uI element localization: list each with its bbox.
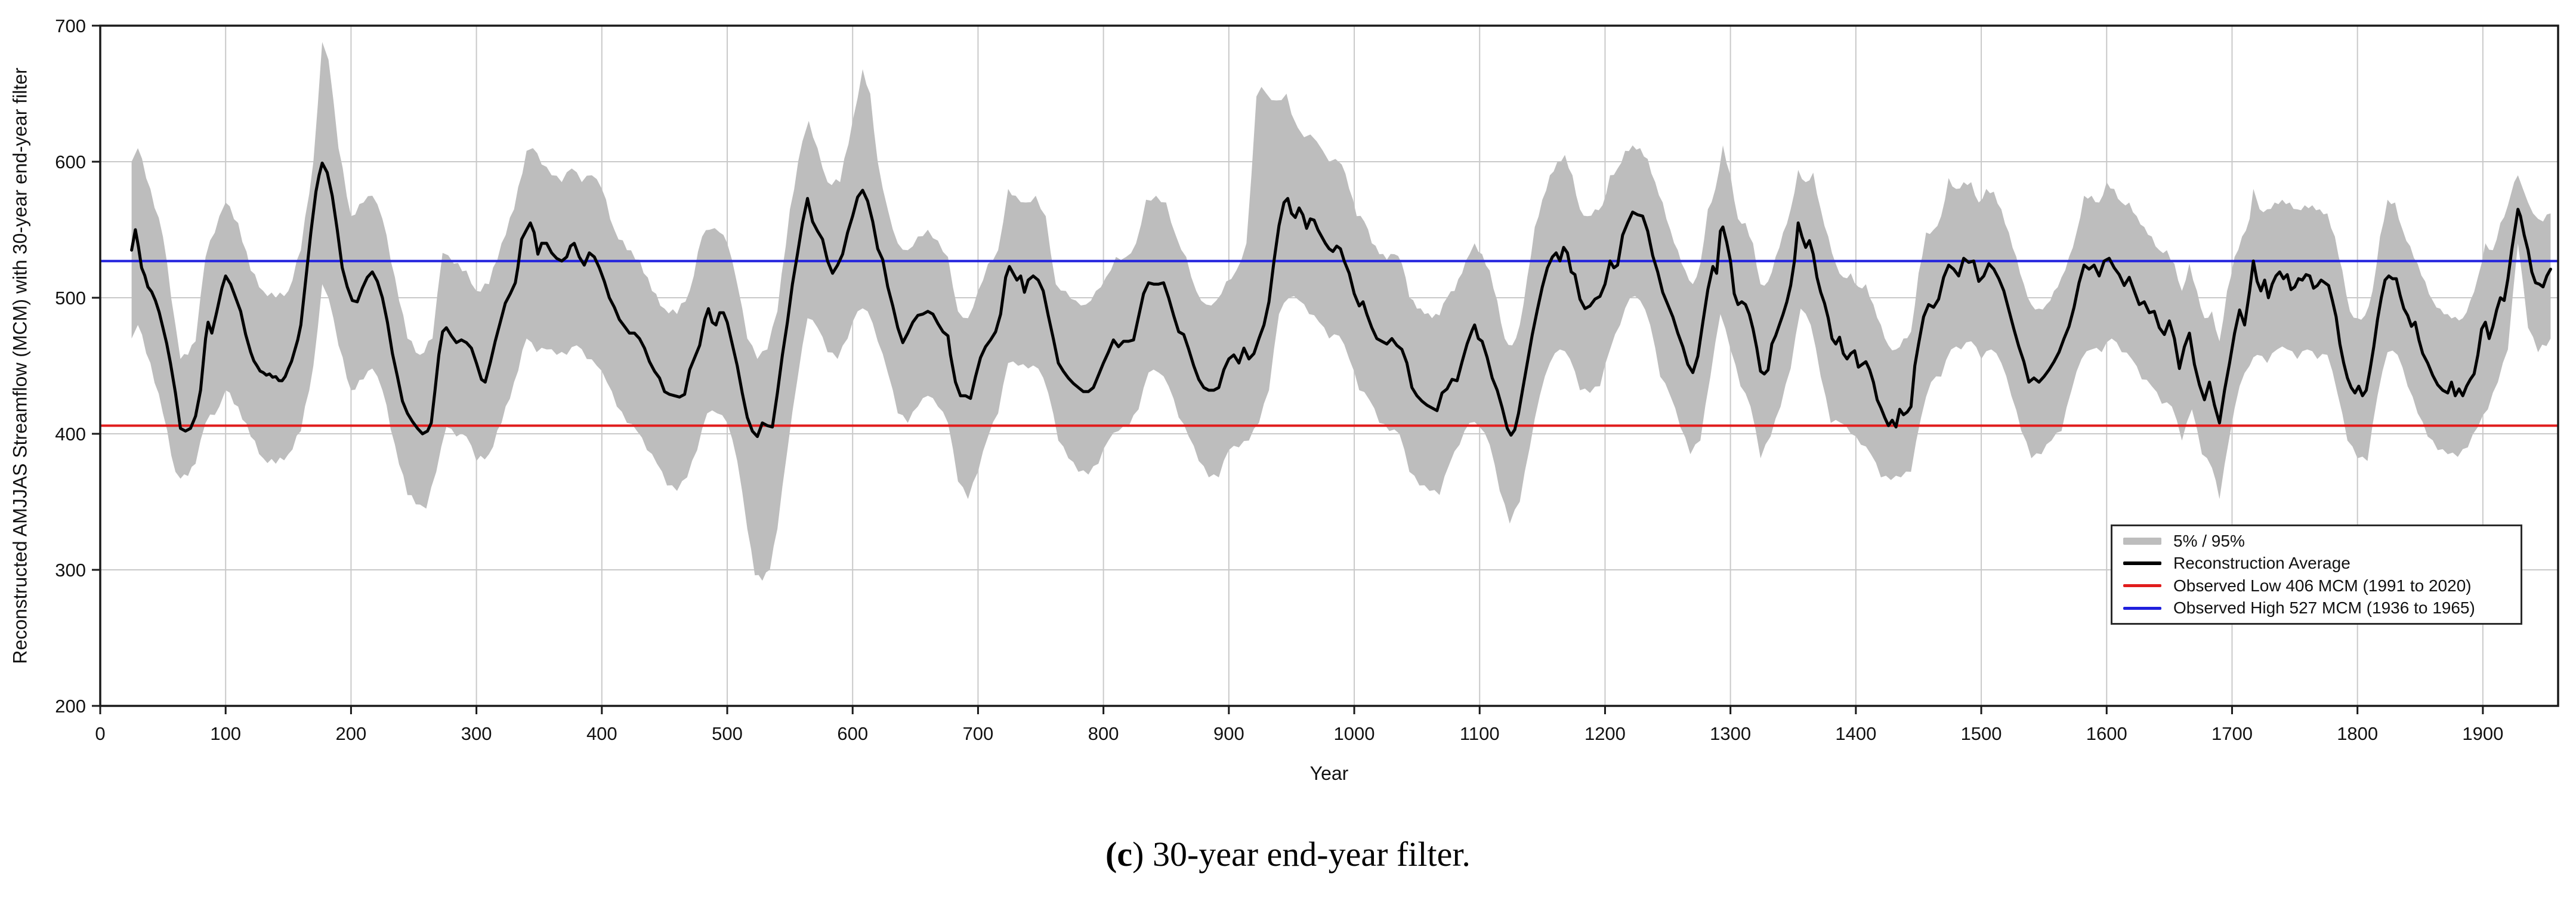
- x-tick-label: 900: [1213, 723, 1244, 744]
- x-tick-label: 1200: [1584, 723, 1626, 744]
- legend-line-swatch: [2123, 584, 2161, 588]
- y-tick-label: 300: [55, 560, 86, 581]
- legend-label: Reconstruction Average: [2173, 554, 2350, 573]
- caption-paren-open: (: [1105, 835, 1117, 874]
- x-tick-label: 300: [461, 723, 492, 744]
- x-tick-label: 1400: [1835, 723, 1876, 744]
- legend-item: Reconstruction Average: [2123, 553, 2515, 573]
- x-tick-label: 1900: [2462, 723, 2503, 744]
- y-axis-label: Reconstructed AMJJAS Streamflow (MCM) wi…: [9, 67, 31, 664]
- figure-caption: (c) 30-year end-year filter.: [0, 834, 2576, 874]
- caption-text: ) 30-year end-year filter.: [1132, 835, 1471, 874]
- y-tick-label: 200: [55, 696, 86, 717]
- x-tick-label: 1800: [2337, 723, 2378, 744]
- legend-item: 5% / 95%: [2123, 531, 2515, 551]
- legend-swatch: [2123, 606, 2161, 610]
- x-tick-label: 500: [712, 723, 743, 744]
- legend-swatch: [2123, 561, 2161, 566]
- legend-swatch: [2123, 537, 2161, 545]
- x-tick-label: 400: [586, 723, 617, 744]
- confidence-band-area: [131, 42, 2551, 581]
- legend-label: Observed Low 406 MCM (1991 to 2020): [2173, 576, 2472, 595]
- x-tick-label: 100: [210, 723, 241, 744]
- x-tick-label: 1600: [2086, 723, 2127, 744]
- y-tick-label: 700: [55, 16, 86, 36]
- reconstruction-average-line: [130, 161, 2552, 439]
- plot-border: [99, 24, 2559, 707]
- legend-line-swatch: [2123, 561, 2161, 566]
- legend-item: Observed Low 406 MCM (1991 to 2020): [2123, 576, 2515, 596]
- legend-line-swatch: [2123, 537, 2161, 545]
- x-axis-label: Year: [1309, 763, 1349, 784]
- x-tick-label: 600: [837, 723, 868, 744]
- legend-label: 5% / 95%: [2173, 531, 2245, 550]
- x-tick-label: 1700: [2211, 723, 2253, 744]
- y-tick-label: 600: [55, 152, 86, 172]
- legend-item: Observed High 527 MCM (1936 to 1965): [2123, 598, 2515, 618]
- legend-label: Observed High 527 MCM (1936 to 1965): [2173, 598, 2475, 618]
- caption-letter: c: [1117, 835, 1133, 874]
- y-tick-label: 400: [55, 424, 86, 445]
- x-tick-label: 700: [963, 723, 994, 744]
- x-tick-label: 200: [336, 723, 367, 744]
- x-tick-label: 1000: [1334, 723, 1375, 744]
- legend-line-swatch: [2123, 606, 2161, 610]
- x-tick-label: 1300: [1710, 723, 1751, 744]
- legend-swatch: [2123, 584, 2161, 588]
- y-tick-label: 500: [55, 288, 86, 308]
- x-tick-label: 800: [1088, 723, 1119, 744]
- x-tick-label: 1100: [1460, 723, 1500, 744]
- x-tick-label: 0: [95, 723, 105, 744]
- legend-box: 5% / 95% Reconstruction Average Observed L…: [2111, 524, 2522, 625]
- x-tick-label: 1500: [1961, 723, 2002, 744]
